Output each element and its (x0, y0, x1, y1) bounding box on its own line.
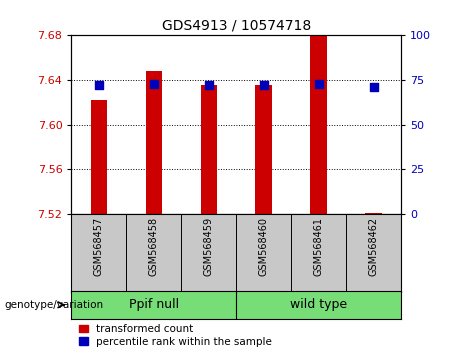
Bar (91, 100, 107, 214)
Bar (366, 213, 382, 214)
Point (150, 81, 158, 86)
Point (205, 82, 213, 88)
Text: wild type: wild type (290, 298, 347, 311)
Title: GDS4913 / 10574718: GDS4913 / 10574718 (162, 19, 311, 33)
Text: GSM568462: GSM568462 (369, 217, 378, 276)
Text: GSM568459: GSM568459 (204, 217, 214, 276)
Bar (310, 35, 327, 214)
Text: Ppif null: Ppif null (129, 298, 179, 311)
Point (95, 82, 103, 88)
Point (315, 81, 322, 86)
Bar (255, 85, 272, 214)
Text: GSM568458: GSM568458 (149, 217, 159, 276)
Point (260, 82, 267, 88)
Text: GSM568457: GSM568457 (94, 217, 104, 276)
Bar (146, 71, 162, 214)
Text: GSM568461: GSM568461 (313, 217, 324, 275)
Bar (201, 85, 217, 214)
Legend: transformed count, percentile rank within the sample: transformed count, percentile rank withi… (77, 322, 274, 349)
Text: genotype/variation: genotype/variation (5, 300, 104, 310)
Point (370, 84, 377, 90)
Text: GSM568460: GSM568460 (259, 217, 269, 275)
